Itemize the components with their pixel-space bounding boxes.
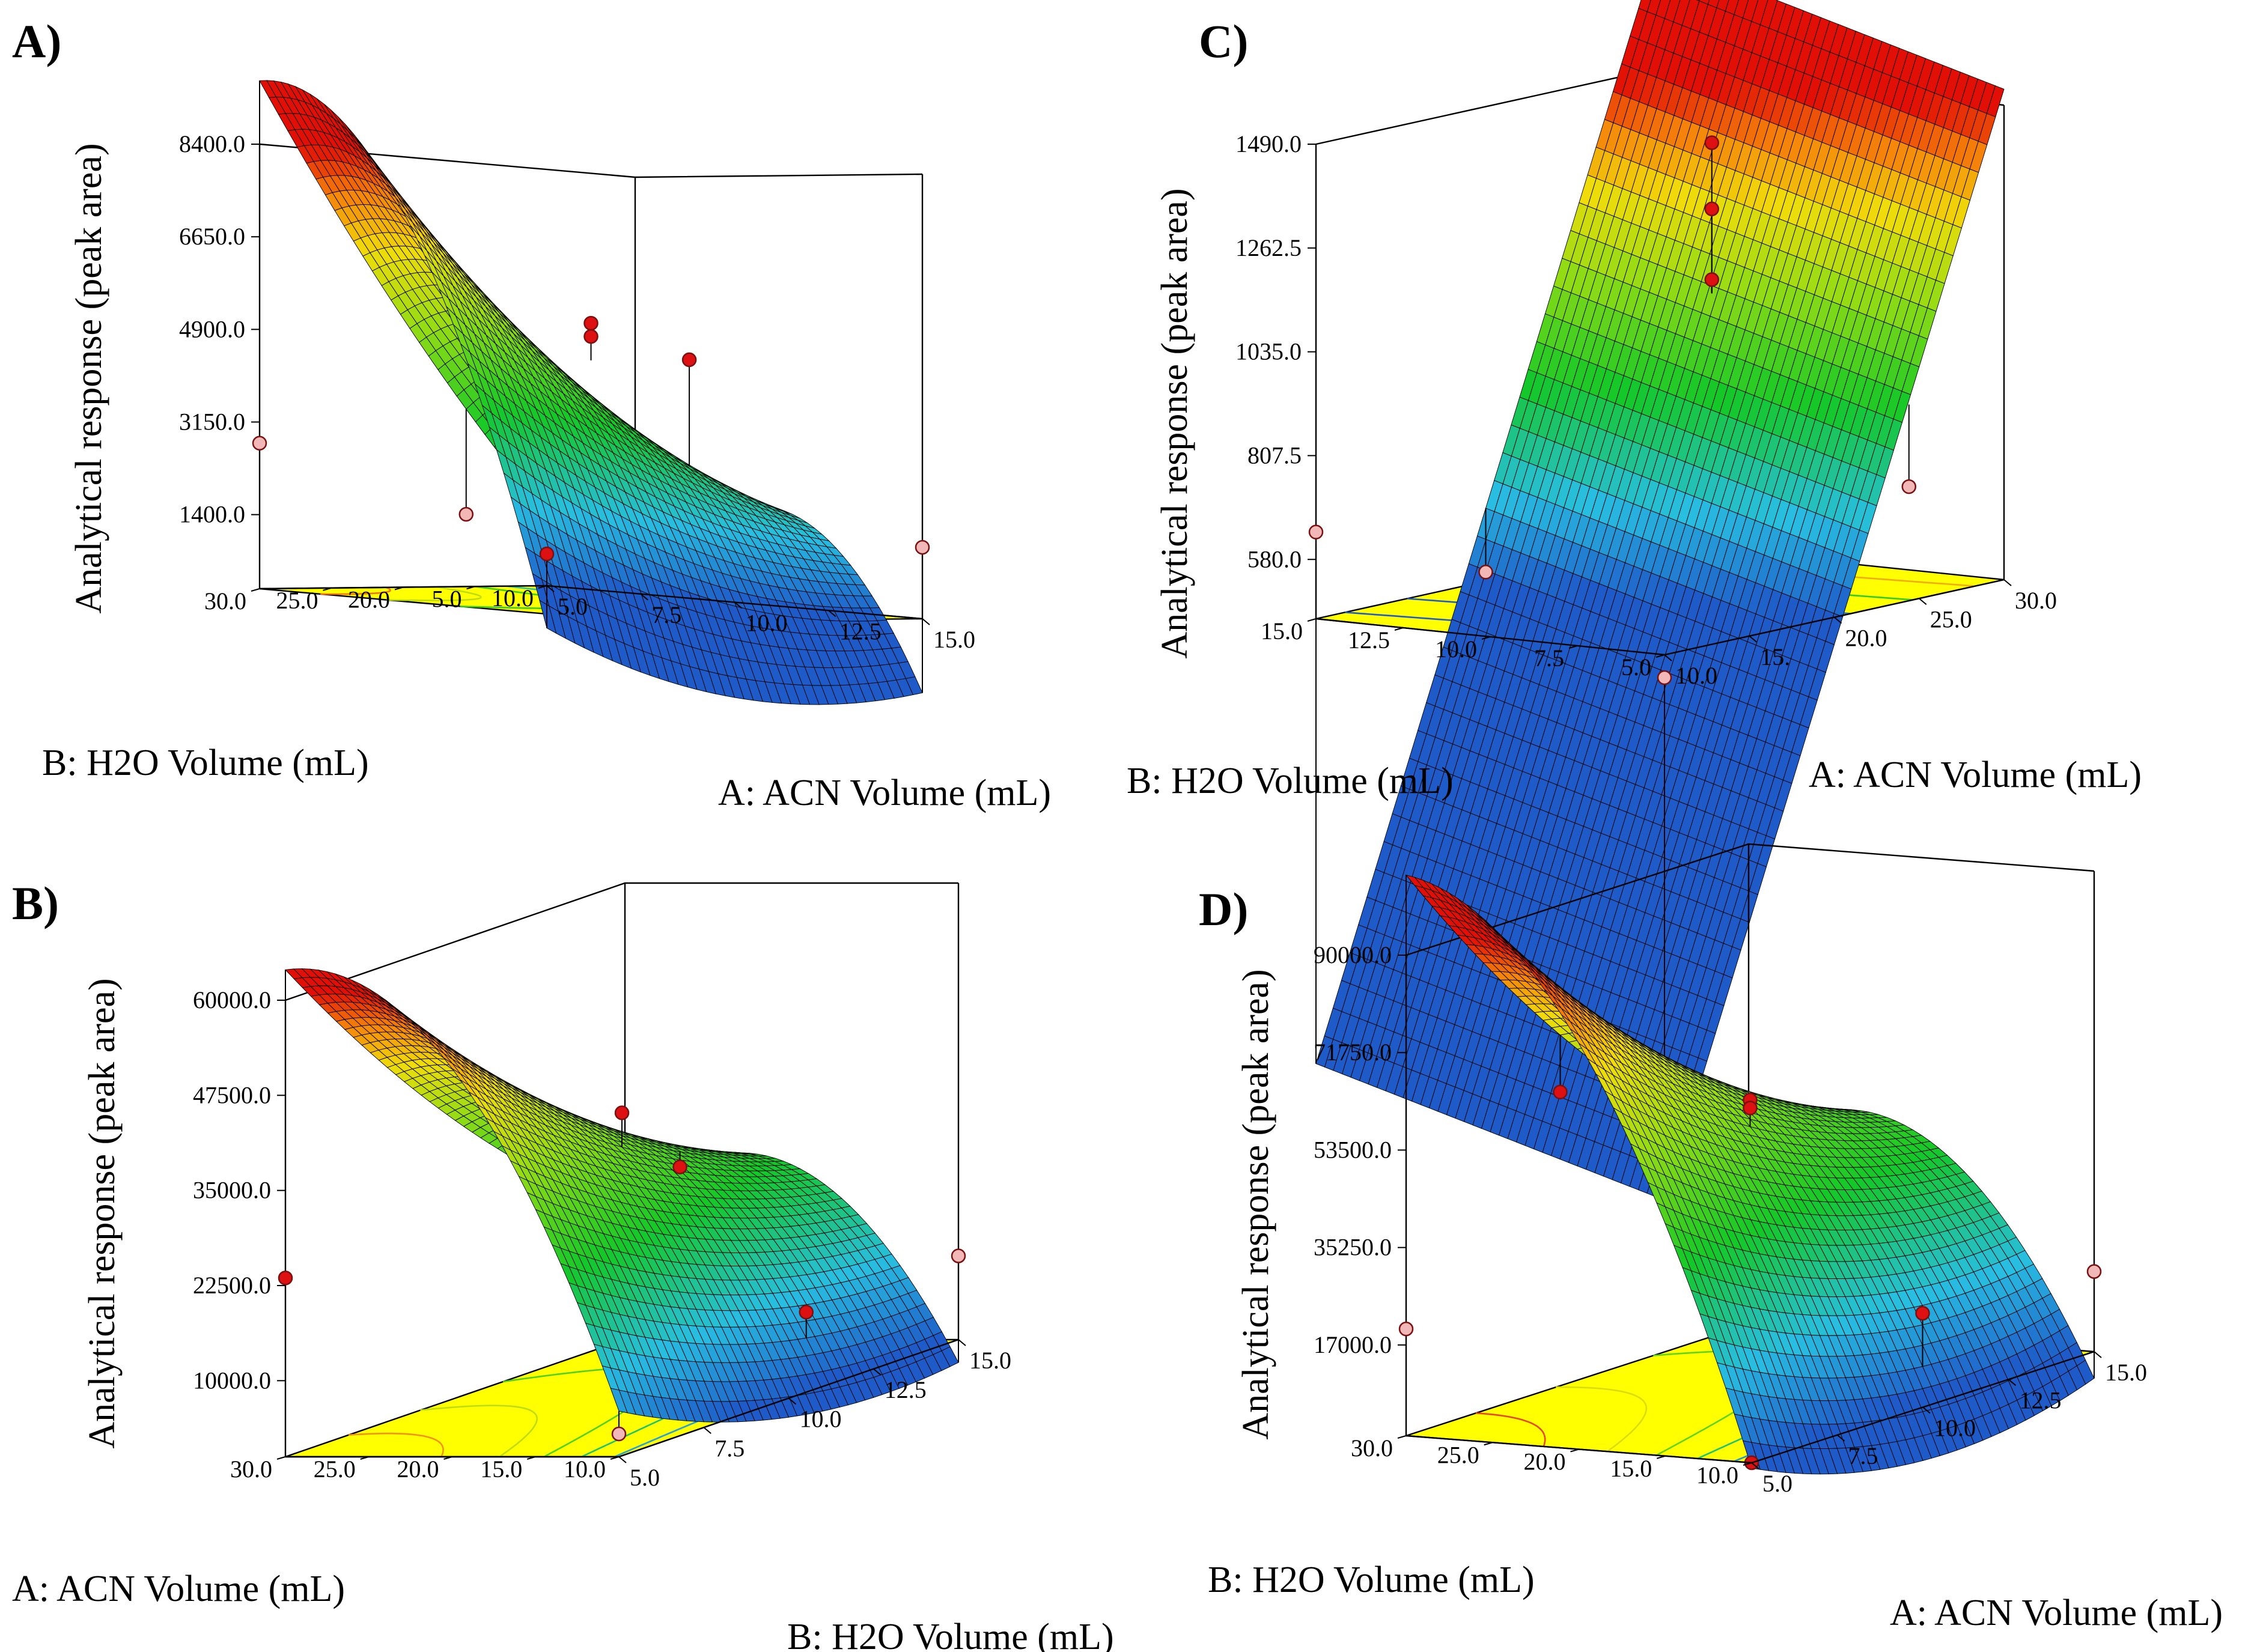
- z-tick-label: 60000.0: [193, 986, 271, 1013]
- design-point: [799, 1305, 814, 1320]
- u-tick-label: 30.0: [2015, 587, 2057, 614]
- v-tick-label: 5.0: [1621, 654, 1651, 681]
- u-tick-label: 10.0: [1675, 662, 1717, 689]
- u-axis-title: A: ACN Volume (mL): [1809, 755, 2142, 795]
- u-tick-label: 15.: [1760, 643, 1790, 670]
- response-surface: [259, 80, 923, 705]
- v-tick-label: 20.0: [397, 1456, 439, 1483]
- design-point: [539, 546, 555, 562]
- design-point: [672, 1159, 687, 1174]
- v-tick-label: 25.0: [276, 587, 318, 614]
- u-tick-label: 10.0: [746, 610, 788, 637]
- z-tick-label: 1490.0: [1235, 130, 1302, 157]
- panel-label: A): [12, 15, 61, 67]
- u-axis-title: A: ACN Volume (mL): [718, 773, 1051, 813]
- panel-label: C): [1199, 15, 1248, 67]
- u-tick-mark: [703, 1427, 711, 1435]
- z-axis-title: Analytical response (peak area): [69, 143, 109, 613]
- design-point: [458, 506, 474, 522]
- u-tick-label: 7.5: [714, 1435, 745, 1462]
- response-surface: [285, 968, 959, 1423]
- design-point: [611, 1426, 627, 1442]
- u-tick-mark: [1919, 598, 1927, 606]
- panel-b: 5.0 7.5 10.0 12.5 15.0 10.0 15.0 20.0 25.0 30.0 10…: [12, 877, 1114, 1652]
- z-tick-label: 35000.0: [193, 1177, 271, 1204]
- panel-c: 10.0 15. 20.0 25.0 30.0 5.0 7.5 10.0 12.5 15.0 580…: [1127, 0, 2142, 1201]
- v-tick-label: 30.0: [230, 1456, 272, 1483]
- v-tick-label: 20.0: [348, 586, 390, 613]
- design-point: [278, 1271, 293, 1286]
- design-point: [252, 436, 267, 451]
- u-tick-label: 20.0: [1845, 625, 1887, 652]
- v-tick-label: 10.0: [492, 585, 534, 612]
- v-tick-label: 10.0: [564, 1456, 606, 1483]
- v-tick-mark: [251, 588, 260, 592]
- design-point: [681, 352, 697, 368]
- box-top-edge: [285, 882, 958, 1001]
- design-point: [583, 315, 598, 331]
- design-point: [1901, 479, 1917, 494]
- design-point: [1704, 272, 1719, 287]
- u-tick-label: 12.5: [839, 618, 882, 645]
- u-tick-label: 7.5: [651, 601, 681, 628]
- v-tick-mark: [1307, 618, 1317, 622]
- z-tick-label: 4900.0: [179, 315, 245, 342]
- v-tick-mark: [276, 1456, 286, 1460]
- z-tick-label: 10000.0: [193, 1367, 271, 1394]
- z-tick-label: 6650.0: [179, 223, 245, 250]
- design-point: [951, 1248, 966, 1263]
- z-tick-label: 47500.0: [193, 1081, 271, 1108]
- design-point: [915, 539, 930, 555]
- u-tick-label: 5.0: [558, 593, 588, 620]
- v-tick-label: 7.5: [1534, 645, 1564, 672]
- design-point: [1308, 524, 1324, 539]
- design-point: [1478, 565, 1493, 580]
- v-tick-label: 10.0: [1435, 636, 1477, 663]
- design-point: [583, 329, 598, 344]
- panel-a: 5.0 7.5 10.0 12.5 15.0 10.0 5.0 20.0 25.0 30.0 140…: [12, 15, 1051, 813]
- z-tick-label: 807.5: [1247, 442, 1302, 469]
- design-point: [614, 1105, 630, 1120]
- box-top-edge: [259, 143, 923, 178]
- v-axis-title: B: H2O Volume (mL): [1127, 761, 1454, 801]
- z-tick-label: 1035.0: [1235, 338, 1302, 365]
- u-tick-mark: [922, 618, 930, 625]
- v-tick-label: 25.0: [314, 1456, 356, 1483]
- v-tick-label: 15.0: [1261, 618, 1303, 645]
- u-tick-label: 15.0: [969, 1347, 1011, 1374]
- u-tick-mark: [958, 1339, 966, 1346]
- z-tick-label: 22500.0: [193, 1272, 271, 1299]
- design-point: [1704, 135, 1719, 150]
- design-point: [1704, 201, 1719, 217]
- v-tick-label: 30.0: [204, 588, 246, 615]
- v-tick-label: 15.0: [480, 1456, 522, 1483]
- u-tick-label: 5.0: [630, 1464, 660, 1491]
- design-point: [1657, 670, 1672, 685]
- z-tick-label: 3150.0: [179, 408, 245, 436]
- u-tick-mark: [618, 1456, 627, 1463]
- z-tick-label: 8400.0: [179, 130, 245, 157]
- u-tick-mark: [2003, 579, 2012, 586]
- v-axis-title: B: H2O Volume (mL): [42, 742, 369, 783]
- v-tick-label: 12.5: [1348, 627, 1390, 654]
- u-tick-label: 15.0: [933, 626, 975, 653]
- panel-label: B): [12, 877, 59, 929]
- z-axis-title: Analytical response (peak area): [82, 978, 123, 1448]
- z-axis-title: Analytical response (peak area): [1154, 188, 1195, 658]
- v-tick-mark: [1394, 627, 1404, 631]
- z-tick-label: 580.0: [1247, 545, 1302, 572]
- u-tick-label: 10.0: [800, 1406, 842, 1433]
- u-tick-label: 25.0: [1930, 606, 1972, 633]
- z-tick-label: 1400.0: [179, 501, 245, 528]
- v-tick-label: 5.0: [432, 585, 462, 612]
- u-axis-title: B: H2O Volume (mL): [787, 1617, 1114, 1652]
- v-axis-title: A: ACN Volume (mL): [12, 1568, 345, 1609]
- u-tick-label: 12.5: [885, 1376, 927, 1403]
- z-tick-label: 1262.5: [1235, 234, 1302, 261]
